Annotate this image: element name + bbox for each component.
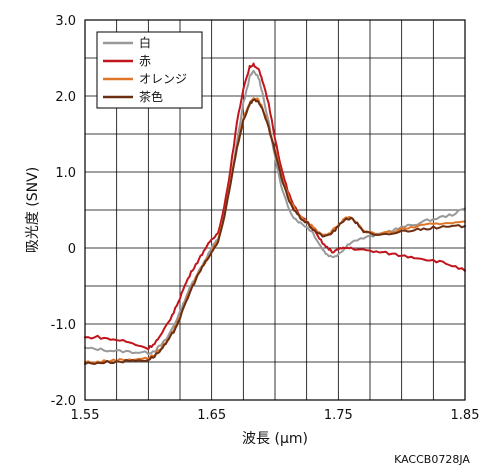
y-tick-label: -1.0 [51, 318, 76, 333]
x-tick-label: 1.65 [197, 408, 226, 423]
legend-box [96, 31, 203, 109]
x-tick-label: 1.75 [324, 408, 353, 423]
y-tick-labels: -2.0 -1.0 0 1.0 2.0 3.0 [51, 14, 76, 409]
x-tick-label: 1.55 [71, 408, 100, 423]
figure-code: KACCB0728JA [394, 453, 470, 466]
x-tick-labels: 1.55 1.65 1.75 1.85 [71, 408, 480, 423]
plot-frame [84, 19, 466, 401]
series-line [84, 98, 466, 365]
x-axis-label: 波長 (μm) [242, 431, 308, 447]
y-tick-label: -2.0 [51, 394, 76, 409]
x-tick-label: 1.85 [451, 408, 480, 423]
legend-label: オレンジ [139, 72, 187, 86]
y-tick-label: 0 [68, 242, 76, 257]
y-tick-label: 2.0 [55, 90, 76, 105]
legend-label: 白 [139, 35, 151, 50]
series-line [84, 69, 466, 355]
y-tick-label: 1.0 [55, 166, 76, 181]
series-line [84, 62, 466, 351]
legend-label: 茶色 [139, 89, 163, 104]
y-tick-label: 3.0 [55, 14, 76, 29]
y-axis-label: 吸光度 (SNV) [25, 167, 41, 253]
series-layer [84, 62, 466, 365]
legend-label: 赤 [139, 54, 151, 68]
